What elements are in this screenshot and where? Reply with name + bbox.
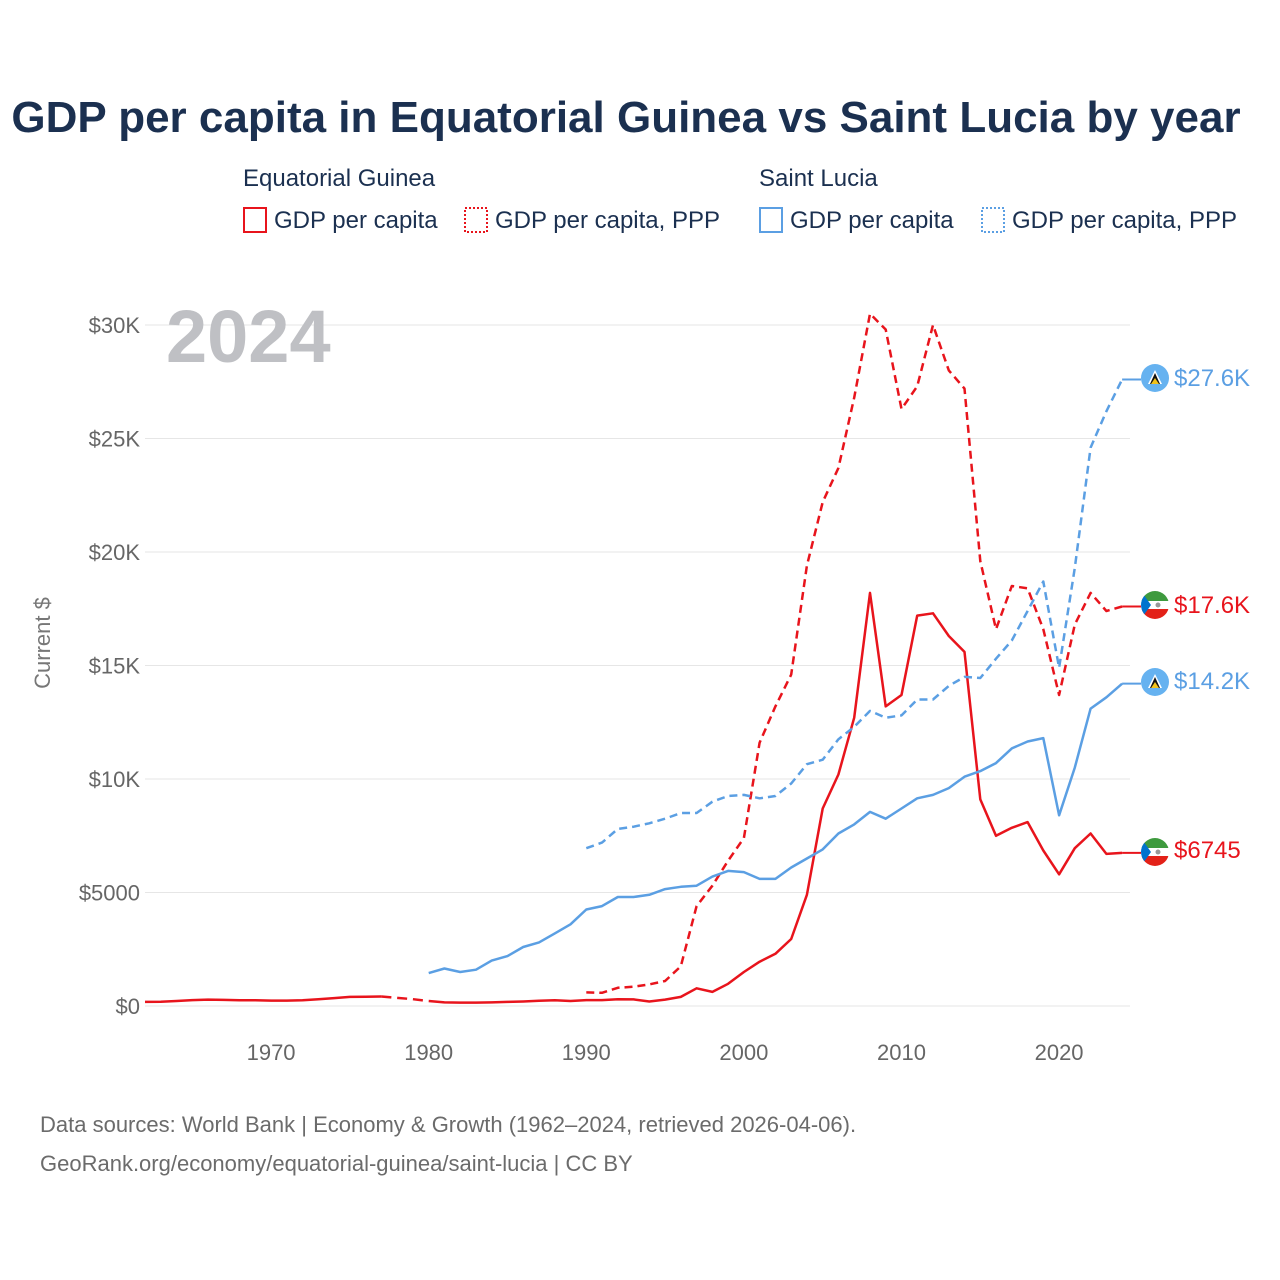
series-gap-a_gdp [397,996,414,1001]
y-axis-ticks: $0 $5000 $10K $15K $20K $25K $30K [79,313,141,1019]
legend-label-eg-ppp: GDP per capita, PPP [495,207,720,234]
series-line-a_ppp [586,312,1123,995]
end-label-sl-ppp: $27.6K [1174,365,1250,392]
x-tick-label: 1970 [247,1040,296,1065]
year-label: 2024 [166,295,331,378]
x-tick-label: 1990 [562,1040,611,1065]
y-axis-label: Current $ [30,597,55,689]
y-tick-label: $0 [116,994,140,1019]
legend: Equatorial Guinea Saint Lucia GDP per ca… [243,165,1237,234]
legend-swatch-sl-gdp [759,207,783,233]
series-line-a_gdp [144,995,382,1004]
source-line-1: Data sources: World Bank | Economy & Gro… [40,1112,856,1137]
legend-group-saint-lucia: Saint Lucia [759,165,878,192]
legend-swatch-eg-gdp [243,207,267,233]
y-tick-label: $25K [89,427,141,452]
series [144,312,1141,1004]
series-line-b_ppp [585,378,1124,850]
legend-label-sl-ppp: GDP per capita, PPP [1012,207,1237,234]
legend-label-eg-gdp: GDP per capita [274,207,438,234]
series-gap-a_gdp [381,995,398,1000]
equatorial-guinea-flag-icon [1141,838,1169,866]
end-label-sl-gdp: $14.2K [1174,668,1250,695]
series-line-a_gdp [428,591,1123,1004]
saint-lucia-flag-icon [1141,364,1169,392]
legend-swatch-sl-ppp [981,207,1005,233]
y-tick-label: $30K [89,313,141,338]
end-label-eg-gdp: $6745 [1174,837,1241,864]
x-tick-label: 2020 [1035,1040,1084,1065]
x-tick-label: 2010 [877,1040,926,1065]
source-line-2: GeoRank.org/economy/equatorial-guinea/sa… [40,1151,633,1176]
equatorial-guinea-flag-icon [1141,591,1169,619]
legend-swatch-eg-ppp [464,207,488,233]
x-tick-label: 2000 [719,1040,768,1065]
y-tick-label: $20K [89,540,141,565]
y-tick-label: $10K [89,767,141,792]
legend-label-sl-gdp: GDP per capita [790,207,954,234]
series-line-b_gdp [428,682,1123,975]
y-tick-label: $15K [89,654,141,679]
x-axis-ticks: 1970 1980 1990 2000 2010 2020 [247,1040,1084,1065]
saint-lucia-flag-icon [1141,668,1169,696]
series-gap-a_gdp [412,997,429,1003]
legend-group-equatorial-guinea: Equatorial Guinea [243,165,436,192]
chart-title: GDP per capita in Equatorial Guinea vs S… [11,93,1240,142]
x-tick-label: 1980 [404,1040,453,1065]
gridlines [145,324,1130,1007]
y-tick-label: $5000 [79,881,140,906]
end-markers [1141,364,1169,866]
end-label-eg-ppp: $17.6K [1174,592,1250,619]
